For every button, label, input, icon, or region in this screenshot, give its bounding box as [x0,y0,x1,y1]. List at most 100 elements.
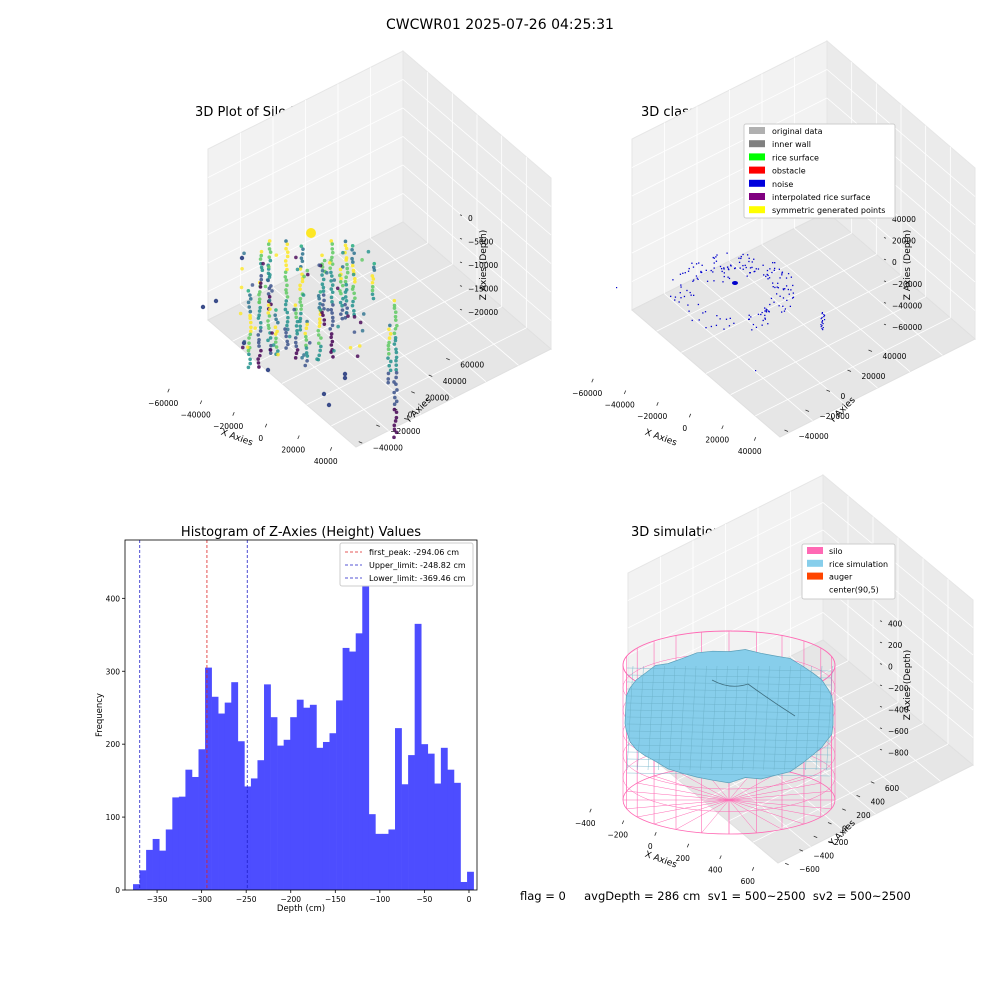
y-axis-tick-label: −400 [813,852,834,861]
data-point [302,353,306,357]
x-axis-tick [589,808,592,813]
data-point [317,353,321,358]
data-point [322,318,327,322]
data-point [392,331,397,336]
y-axis-tick-label: 400 [871,797,886,806]
data-point [330,274,334,278]
noise-point [762,319,764,322]
noise-point [730,265,732,267]
data-point [299,311,303,316]
data-point [344,275,348,279]
data-point [387,336,392,340]
data-point [394,358,398,363]
data-point [329,287,334,291]
x-axis-tick-label: −200 [607,831,628,840]
data-point [386,371,391,376]
data-point [266,303,271,307]
rice-surface-mesh [826,665,833,771]
rice-surface-mesh [784,665,791,771]
noise-point [697,278,699,281]
data-point [335,286,340,291]
y-axis-tick-label: −40000 [373,444,403,453]
y-tick-label: 400 [106,594,121,603]
data-point [339,291,343,296]
data-point [248,332,253,337]
noise-point [792,296,795,298]
data-point [321,313,325,318]
data-point [392,303,397,308]
rice-surface-mesh [626,702,832,707]
data-point [346,314,350,318]
x-axis-tick-label: −40000 [605,401,635,410]
data-point [284,239,288,243]
x-axis-tick-label: 40000 [314,457,338,466]
histogram-bar [447,769,455,890]
histogram-bar [283,739,291,890]
z-axis-tick [459,261,463,264]
data-point [298,287,302,291]
data-point [258,257,263,261]
data-point [342,375,348,381]
rice-surface-mesh [815,665,823,771]
noise-point [688,267,690,270]
noise-point [679,273,682,275]
y-axis-tick [784,429,789,432]
data-point [345,266,350,271]
histogram-bar [296,699,304,890]
grid-line [826,69,976,197]
y-axis-tick-label: −600 [799,865,820,874]
data-point [343,290,348,294]
noise-point [715,260,718,262]
histogram-bar [329,733,337,890]
z-axis-tick [459,308,463,311]
data-point [342,371,348,377]
y-axis-tick [827,822,832,825]
x-tick-label: −200 [280,895,301,904]
data-point [386,377,391,381]
panel-classify: 3D classify of Silo Interior−60000−40000… [572,39,976,456]
data-point [266,292,271,296]
data-point [284,288,288,292]
data-point [322,258,327,263]
noise-point [742,264,744,267]
data-point [247,341,251,345]
z-axis-tick-label: −20000 [468,308,498,317]
data-point [248,320,253,325]
data-point [350,303,355,308]
data-point [257,292,261,297]
silo-wireframe [626,790,730,801]
z-axis-tick-label: −60000 [892,323,922,332]
rice-surface-mesh [626,758,832,763]
histogram-bar [434,783,442,890]
x-axis-tick [621,820,625,825]
data-point [352,251,356,256]
histogram-bar [440,747,448,890]
data-point [247,336,251,340]
data-point [265,278,270,282]
histogram-bar [290,717,298,890]
data-point [338,279,343,284]
noise-point [684,272,686,274]
data-point [387,340,391,345]
data-point [322,306,326,311]
data-point [294,324,299,328]
data-point [257,300,262,305]
data-point [259,274,264,278]
data-point [392,306,397,310]
data-point [300,355,304,360]
data-point [388,368,393,373]
data-point [248,329,253,334]
y-axis-tick-label: 0 [408,410,413,419]
data-point [242,251,246,256]
noise-point [820,318,822,320]
data-point [258,353,262,358]
data-point [353,279,357,284]
data-point [361,312,366,316]
z-axis-tick [883,302,887,304]
rice-surface-mesh [626,772,832,777]
data-point [267,286,272,291]
histogram-bar [146,849,153,890]
noise-point [723,275,725,278]
noise-point [729,317,731,320]
figure-suptitle: CWCWR01 2025-07-26 04:25:31 [386,17,614,33]
